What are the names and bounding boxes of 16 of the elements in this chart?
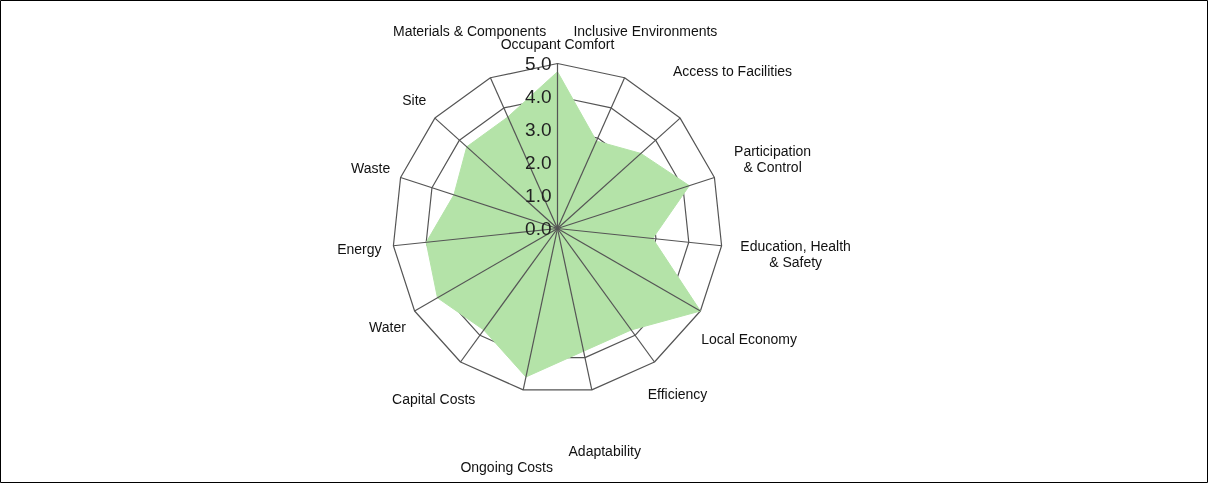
- spoke-label: Site: [402, 91, 427, 108]
- y-tick-label: 3.0: [525, 119, 552, 140]
- spoke-label: Participation & Control: [734, 142, 812, 175]
- spoke-label: Education, Health & Safety: [740, 237, 851, 270]
- spoke-label: Water: [369, 318, 407, 335]
- y-tick-label: 5.0: [525, 53, 552, 74]
- spoke-label: Capital Costs: [392, 390, 476, 407]
- y-tick-label: 4.0: [525, 86, 552, 107]
- spoke-label: Ongoing Costs: [460, 459, 554, 476]
- spoke-label: Waste: [351, 159, 391, 176]
- spoke-label: Access to Facilities: [673, 62, 793, 79]
- y-tick-label: 1.0: [525, 185, 552, 206]
- spoke-label: Adaptability: [568, 442, 641, 459]
- spoke-label: Efficiency: [647, 385, 708, 402]
- spoke-label: Energy: [337, 241, 382, 258]
- spoke-label: Local Economy: [701, 331, 797, 348]
